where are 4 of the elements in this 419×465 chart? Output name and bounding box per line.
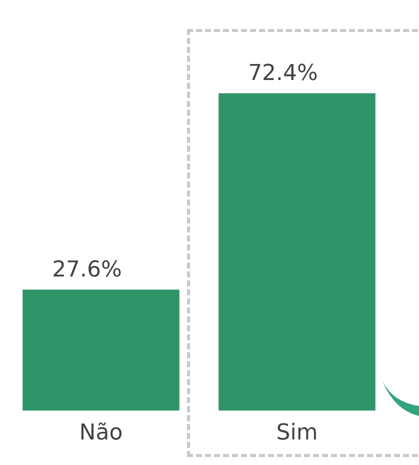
x-tick-label: Sim — [276, 420, 318, 446]
data-label: 72.4% — [248, 61, 318, 86]
x-tick-label: Não — [79, 420, 123, 446]
data-label: 27.6% — [52, 257, 122, 282]
